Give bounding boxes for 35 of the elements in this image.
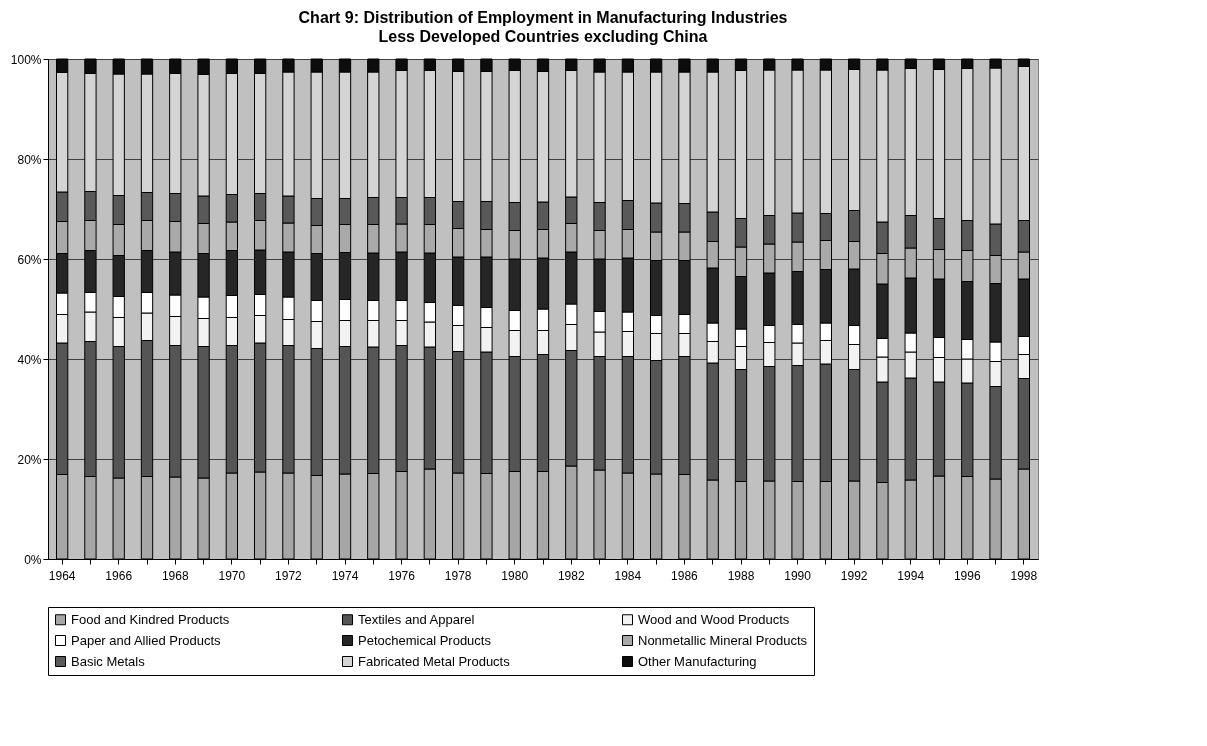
x-tick-label: 1978 [444,568,472,583]
x-tick-label: 1972 [275,568,303,583]
x-tick-label: 1996 [953,568,981,583]
x-tick-label: 1992 [840,568,868,583]
x-tick-label: 1974 [331,568,359,583]
x-tick-label: 1976 [388,568,416,583]
x-tick-label: 1984 [614,568,642,583]
x-tick-label: 1990 [784,568,812,583]
chart-subtitle: Less Developed Countries excluding China [378,28,708,45]
y-tick-label: 20% [17,452,42,467]
legend-label: Food and Kindred Products [71,611,230,627]
x-tick-label: 1994 [897,568,925,583]
x-tick-label: 1964 [48,568,76,583]
x-tick-label: 1968 [161,568,189,583]
y-tick-label: 0% [24,552,42,567]
x-tick-label: 1970 [218,568,246,583]
legend-label: Basic Metals [71,653,146,669]
x-tick-label: 1986 [671,568,699,583]
x-tick-label: 1988 [727,568,755,583]
legend-label: Other Manufacturing [638,653,757,669]
legend-label: Paper and Allied Products [71,632,222,648]
chart-title: Chart 9: Distribution of Employment in Manufacturing Industries [298,9,788,26]
legend-label: Petochemical Products [358,632,492,648]
y-tick-label: 80% [17,152,42,167]
y-tick-label: 60% [17,252,42,267]
y-tick-label: 100% [10,52,42,67]
legend-label: Wood and Wood Products [638,611,790,627]
x-tick-label: 1982 [557,568,585,583]
x-tick-label: 1980 [501,568,529,583]
legend-label: Textiles and Apparel [358,611,475,627]
legend-label: Fabricated Metal Products [358,653,511,669]
y-tick-label: 40% [17,352,42,367]
x-tick-label: 1998 [1010,568,1038,583]
x-tick-label: 1966 [105,568,133,583]
legend-label: Nonmetallic Mineral Products [638,632,808,648]
